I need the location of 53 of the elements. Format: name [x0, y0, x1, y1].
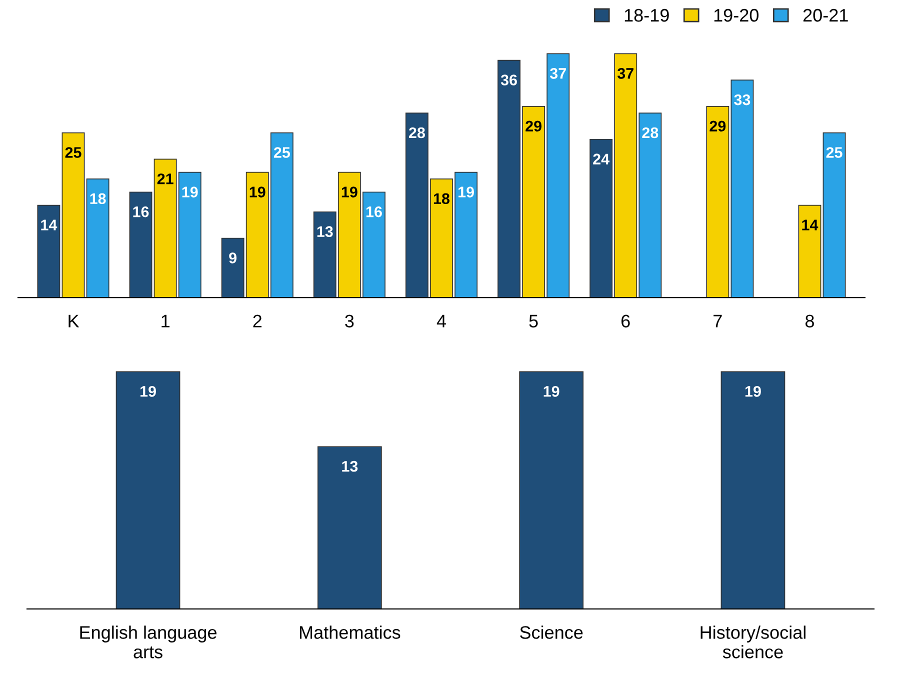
data-label: 16 — [133, 206, 149, 218]
bar — [37, 204, 60, 298]
data-label: 19 — [140, 386, 156, 397]
data-label: 9 — [229, 252, 237, 264]
x-tick-label: 5 — [529, 314, 538, 328]
x-tick-label: 1 — [162, 314, 170, 328]
data-label: 37 — [617, 68, 634, 79]
data-label: 29 — [710, 120, 726, 132]
bar — [706, 106, 730, 298]
data-label: 18 — [90, 193, 106, 204]
data-label: 14 — [802, 220, 818, 230]
bar — [129, 192, 152, 298]
bar — [822, 132, 846, 298]
data-label: 25 — [65, 147, 82, 158]
data-label: 28 — [642, 127, 658, 138]
bar — [730, 80, 754, 298]
data-label: 16 — [366, 206, 382, 218]
data-label: 29 — [526, 120, 542, 132]
data-label: 28 — [408, 127, 425, 138]
bar — [86, 178, 110, 298]
data-label: 14 — [41, 220, 58, 230]
bar — [798, 204, 822, 298]
data-label: 19 — [342, 186, 358, 198]
data-label: 19 — [182, 186, 198, 198]
data-label: 19 — [250, 186, 266, 198]
x-tick-label: 3 — [345, 314, 354, 328]
x-tick-label: 4 — [436, 314, 446, 328]
data-label: 19 — [745, 386, 761, 397]
x-tick-label: 2 — [253, 314, 262, 328]
bar — [62, 132, 85, 298]
data-label: 25 — [826, 147, 842, 158]
legend-label: 18-19 — [624, 8, 669, 22]
x-tick-label: K — [68, 314, 80, 328]
data-label: 37 — [550, 68, 566, 79]
x-tick-label: English language arts — [80, 626, 216, 658]
x-tick-label: History/social science — [700, 626, 806, 658]
legend-label: 19-20 — [714, 8, 758, 22]
x-tick-label: Science — [520, 626, 583, 639]
data-label: 25 — [274, 147, 290, 158]
x-tick-label: Mathematics — [300, 626, 400, 639]
legend-label: 20-21 — [803, 8, 848, 22]
x-tick-label: 8 — [805, 314, 814, 328]
data-label: 13 — [317, 226, 333, 238]
x-tick-label: 6 — [622, 314, 630, 328]
data-label: 13 — [342, 460, 358, 472]
data-label: 21 — [157, 173, 174, 184]
data-label: 18 — [434, 193, 450, 204]
data-label: 19 — [458, 186, 474, 198]
data-label: 36 — [500, 74, 517, 86]
data-label: 19 — [544, 386, 560, 397]
x-tick-label: 7 — [714, 314, 722, 328]
data-label: 33 — [734, 94, 750, 106]
data-label: 24 — [593, 154, 610, 164]
